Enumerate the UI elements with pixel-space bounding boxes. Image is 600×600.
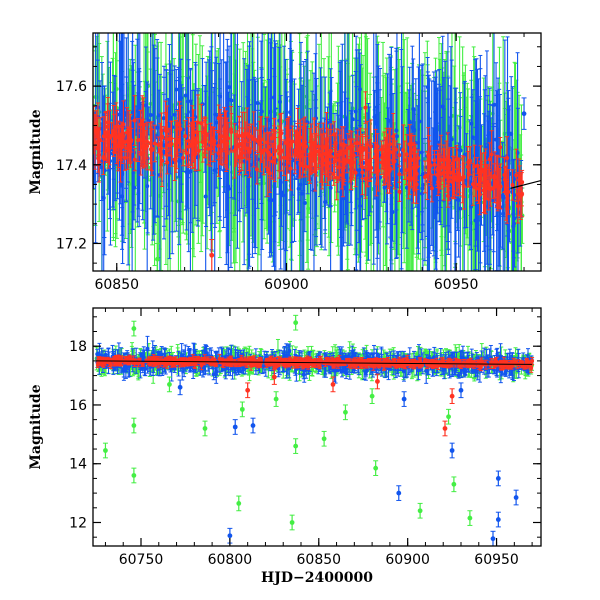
- data-point: [288, 110, 293, 115]
- data-point: [293, 148, 298, 153]
- data-point: [487, 157, 492, 162]
- data-point: [394, 134, 399, 139]
- data-point: [441, 170, 446, 175]
- data-point: [132, 157, 137, 162]
- data-point: [397, 189, 402, 194]
- data-point: [96, 156, 101, 161]
- data-point: [156, 113, 161, 118]
- data-point: [353, 109, 358, 114]
- data-point: [494, 137, 499, 142]
- data-point: [265, 140, 270, 145]
- data-point: [368, 144, 373, 149]
- data-point: [382, 185, 387, 190]
- data-point: [168, 116, 173, 121]
- data-point: [343, 135, 348, 140]
- top-data-points: [93, 33, 541, 271]
- data-point: [331, 172, 336, 177]
- data-point: [341, 196, 346, 201]
- data-point: [505, 156, 510, 161]
- data-point: [404, 152, 409, 157]
- data-point: [140, 119, 145, 124]
- data-point: [227, 85, 232, 90]
- data-point: [156, 142, 161, 147]
- data-point: [181, 155, 186, 160]
- data-point: [332, 156, 337, 161]
- data-point: [177, 159, 182, 164]
- data-point: [101, 155, 106, 160]
- data-point: [458, 206, 463, 211]
- data-point: [186, 138, 191, 143]
- data-point: [510, 182, 515, 187]
- data-point: [122, 155, 127, 160]
- data-point: [105, 120, 110, 125]
- data-point: [378, 175, 383, 180]
- data-point: [281, 193, 286, 198]
- data-point: [93, 127, 96, 132]
- data-point: [253, 137, 258, 142]
- data-point: [412, 128, 417, 133]
- data-point: [397, 172, 402, 177]
- data-point: [123, 112, 128, 117]
- data-point: [360, 170, 365, 175]
- data-point: [298, 182, 303, 187]
- data-point: [254, 167, 259, 172]
- data-point: [290, 139, 295, 144]
- data-point: [121, 122, 126, 127]
- data-point: [329, 124, 334, 129]
- data-point: [268, 109, 273, 114]
- data-point: [188, 169, 193, 174]
- data-point: [498, 145, 503, 150]
- data-point: [410, 125, 415, 130]
- data-point: [323, 200, 328, 205]
- data-point: [145, 184, 150, 189]
- data-point: [389, 176, 394, 181]
- data-point: [432, 158, 437, 163]
- data-point: [278, 180, 283, 185]
- data-point: [489, 152, 494, 157]
- data-point: [270, 159, 275, 164]
- data-point: [143, 103, 148, 108]
- data-point: [417, 119, 422, 124]
- data-point: [148, 112, 153, 117]
- data-point: [500, 193, 505, 198]
- data-point: [162, 150, 167, 155]
- data-point: [456, 198, 461, 203]
- data-point: [183, 93, 188, 98]
- data-point: [420, 186, 425, 191]
- data-point: [132, 118, 137, 123]
- data-point: [394, 128, 399, 133]
- data-point: [309, 134, 314, 139]
- data-point: [288, 166, 293, 171]
- data-point: [109, 133, 114, 138]
- data-point: [321, 145, 326, 150]
- data-point: [429, 186, 434, 191]
- data-point: [255, 100, 260, 105]
- data-point: [272, 155, 277, 160]
- data-point: [196, 148, 201, 153]
- data-point: [203, 194, 208, 199]
- data-point: [448, 142, 453, 147]
- data-point: [136, 170, 141, 175]
- data-point: [334, 175, 339, 180]
- data-point: [97, 152, 102, 157]
- data-point: [393, 183, 398, 188]
- data-point: [363, 105, 368, 110]
- data-point: [402, 158, 407, 163]
- data-point: [229, 98, 234, 103]
- data-point: [469, 121, 474, 126]
- data-point: [355, 140, 360, 145]
- data-point: [265, 167, 270, 172]
- data-point: [511, 212, 516, 217]
- data-point: [277, 99, 282, 104]
